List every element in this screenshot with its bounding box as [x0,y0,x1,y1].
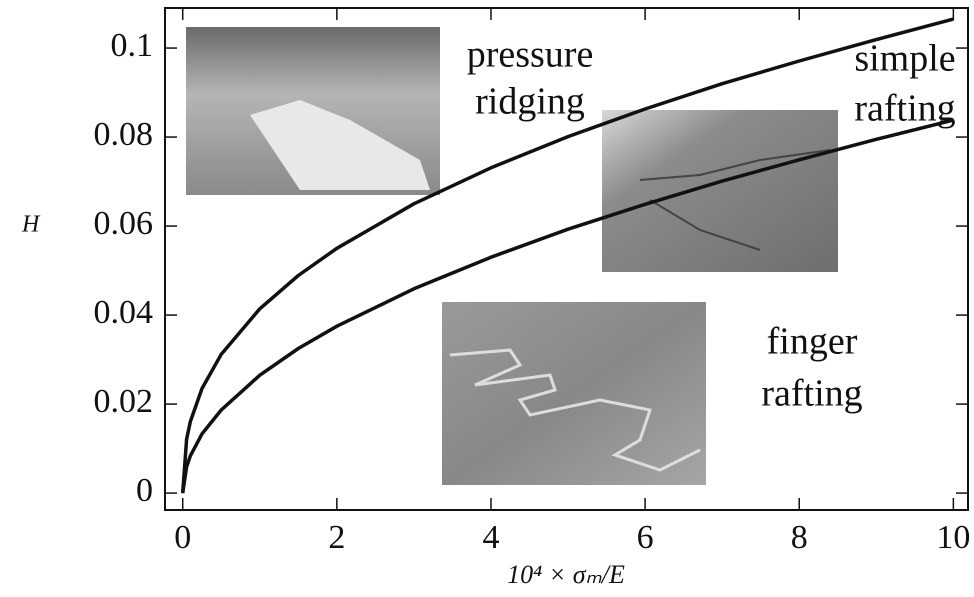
annotation: ridging [475,81,585,123]
y-tick-label: 0 [136,472,153,509]
curve [180,118,954,494]
y-tick-label: 0.06 [94,205,154,242]
annotation: rafting [854,88,955,130]
x-axis-label: 10⁴ × σₘ/E [507,560,625,589]
y-tick-label: 0.08 [94,116,154,153]
plot-frame [164,7,969,511]
annotation: simple [854,38,955,80]
x-tick-label: 4 [482,519,499,556]
photo-detail [449,348,701,472]
x-tick-label: 0 [174,519,191,556]
x-tick-label: 10 [936,519,970,556]
curve [180,17,954,494]
annotation: rafting [761,373,862,415]
y-tick-label: 0.1 [111,27,154,64]
x-tick-label: 2 [328,519,345,556]
y-tick-label: 0.02 [94,383,154,420]
photo-simple-rafting [602,110,838,272]
annotation: pressure [467,34,594,76]
photo-finger-rafting [442,302,706,485]
annotation: finger [767,321,858,363]
x-tick-label: 8 [791,519,808,556]
x-tick-label: 6 [637,519,654,556]
photo-detail [250,100,430,190]
y-tick-label: 0.04 [94,294,154,331]
y-axis-label: H [21,212,41,238]
photo-detail [639,149,831,251]
